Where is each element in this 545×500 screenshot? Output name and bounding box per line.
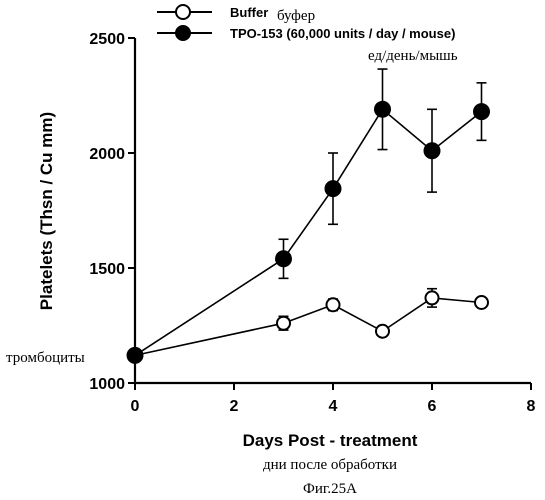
data-point bbox=[327, 298, 340, 311]
data-point bbox=[474, 104, 489, 119]
data-point bbox=[375, 102, 390, 117]
data-point bbox=[425, 143, 440, 158]
legend-label-buffer: Buffer bbox=[230, 5, 268, 20]
x-tick-label: 0 bbox=[131, 398, 140, 415]
legend-label-tpo: TPO-153 (60,000 units / day / mouse) bbox=[230, 26, 455, 41]
x-axis-title: Days Post - treatment bbox=[243, 431, 418, 450]
data-point bbox=[426, 291, 439, 304]
data-point bbox=[277, 317, 290, 330]
data-point bbox=[128, 348, 143, 363]
x-tick-label: 6 bbox=[428, 398, 437, 415]
legend-entry-buffer: Buffer bbox=[157, 5, 268, 20]
y-tick-label: 2500 bbox=[89, 31, 125, 48]
annotation-ylabel-ru: тромбоциты bbox=[6, 350, 85, 366]
data-point bbox=[376, 325, 389, 338]
legend-marker-tpo bbox=[176, 26, 190, 40]
x-tick-label: 8 bbox=[527, 398, 536, 415]
legend-marker-buffer bbox=[176, 5, 190, 19]
data-point bbox=[276, 251, 291, 266]
y-axis-title: Platelets (Thsn / Cu mm) bbox=[37, 112, 56, 310]
annotation-buffer-ru: буфер bbox=[277, 8, 315, 24]
data-point bbox=[326, 181, 341, 196]
axis-ticks: 1000 1500 2000 2500 0 2 4 6 8 bbox=[89, 31, 535, 415]
y-tick-label: 1000 bbox=[89, 376, 125, 393]
figure-caption: Фиг.25А bbox=[303, 481, 357, 497]
y-tick-label: 1500 bbox=[89, 261, 125, 278]
annotation-units-ru: ед/день/мышь bbox=[368, 48, 458, 64]
data-point bbox=[475, 296, 488, 309]
x-tick-label: 4 bbox=[329, 398, 338, 415]
legend-entry-tpo: TPO-153 (60,000 units / day / mouse) bbox=[157, 26, 455, 41]
annotation-xlabel-ru: дни после обработки bbox=[263, 457, 397, 473]
series-layer bbox=[128, 69, 490, 363]
y-tick-label: 2000 bbox=[89, 146, 125, 163]
x-tick-label: 2 bbox=[230, 398, 239, 415]
series-1 bbox=[128, 69, 490, 363]
